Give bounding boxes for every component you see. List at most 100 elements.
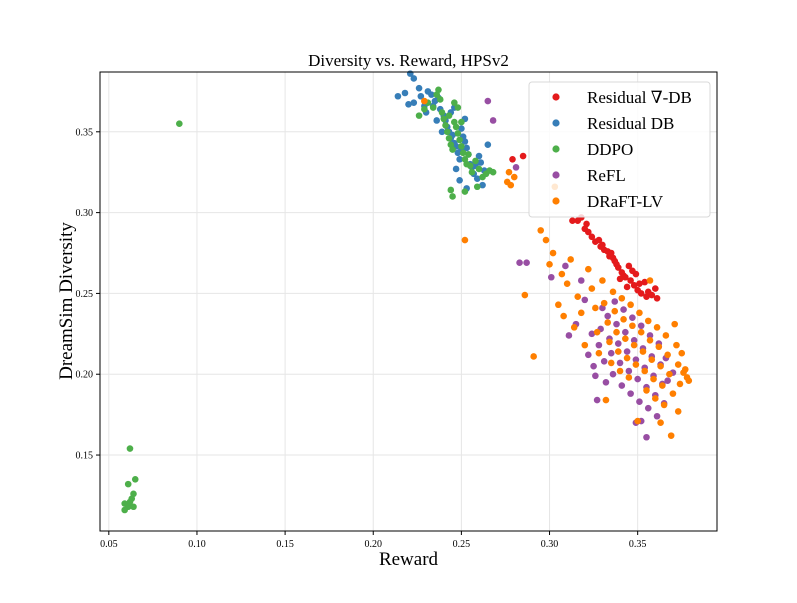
legend-marker xyxy=(552,93,560,101)
data-point xyxy=(421,97,428,105)
data-point xyxy=(637,290,645,297)
series-0 xyxy=(509,152,661,302)
data-point xyxy=(602,396,610,404)
legend-label: Residual DB xyxy=(587,114,674,133)
data-point xyxy=(516,259,523,267)
data-point xyxy=(461,236,469,244)
data-point xyxy=(440,115,448,123)
data-point xyxy=(606,338,613,346)
data-point xyxy=(652,395,659,402)
data-point xyxy=(447,186,455,194)
data-point xyxy=(452,165,460,173)
data-point xyxy=(505,168,513,176)
data-point xyxy=(622,273,629,281)
data-point xyxy=(604,312,612,320)
data-point xyxy=(461,188,469,195)
data-point xyxy=(609,254,617,262)
data-point xyxy=(595,349,603,357)
data-point xyxy=(558,270,566,278)
data-point xyxy=(569,217,576,224)
data-point xyxy=(546,261,553,268)
data-point xyxy=(445,112,453,119)
data-point xyxy=(636,398,643,406)
data-point xyxy=(126,445,134,452)
data-point xyxy=(436,96,444,103)
data-point xyxy=(613,320,620,328)
data-point xyxy=(666,370,673,378)
data-point xyxy=(629,322,636,330)
data-point xyxy=(567,256,574,263)
data-point xyxy=(442,122,449,129)
data-point xyxy=(583,220,590,228)
data-point xyxy=(530,353,537,360)
data-point xyxy=(611,307,619,315)
data-point xyxy=(593,328,601,336)
data-point xyxy=(637,322,645,330)
data-point xyxy=(659,382,666,389)
data-point xyxy=(466,162,474,170)
data-point xyxy=(592,372,599,380)
data-point xyxy=(646,332,654,339)
data-point xyxy=(563,280,571,288)
data-point xyxy=(577,277,585,284)
data-point xyxy=(614,348,622,355)
data-point xyxy=(449,193,456,200)
legend-marker xyxy=(552,197,560,205)
data-point xyxy=(613,328,620,336)
data-point xyxy=(632,356,640,363)
data-point xyxy=(592,304,599,312)
data-point xyxy=(634,417,641,425)
data-point xyxy=(588,233,596,241)
data-point xyxy=(657,419,664,427)
data-point xyxy=(648,356,656,363)
data-point xyxy=(590,362,597,370)
data-point xyxy=(625,367,633,375)
data-point xyxy=(484,97,492,105)
data-point xyxy=(599,277,606,284)
data-point xyxy=(484,141,492,149)
data-point xyxy=(562,262,569,270)
data-point xyxy=(456,136,463,144)
data-point xyxy=(609,370,617,378)
chart-title: Diversity vs. Reward, HPSv2 xyxy=(308,51,509,70)
data-point xyxy=(124,480,132,488)
data-point xyxy=(443,128,451,136)
data-point xyxy=(512,164,520,171)
data-point xyxy=(456,155,463,163)
data-point xyxy=(410,75,418,82)
data-point xyxy=(489,117,497,124)
data-point xyxy=(438,109,446,116)
data-point xyxy=(176,120,183,128)
data-point xyxy=(547,273,555,281)
data-point xyxy=(570,324,578,331)
data-point xyxy=(629,314,636,321)
x-tick-label: 0.15 xyxy=(276,539,294,550)
series-2 xyxy=(121,86,497,514)
data-point xyxy=(405,101,412,108)
data-point xyxy=(643,387,650,394)
data-point xyxy=(639,348,647,355)
data-point xyxy=(630,341,638,349)
data-point xyxy=(581,341,589,349)
data-point xyxy=(509,155,516,163)
data-point xyxy=(588,285,596,292)
data-point xyxy=(574,293,582,300)
data-point xyxy=(616,275,624,283)
data-point xyxy=(620,306,627,313)
data-point xyxy=(454,104,462,111)
data-point xyxy=(648,291,656,299)
data-point xyxy=(458,125,465,132)
data-point xyxy=(669,390,677,397)
data-point xyxy=(630,336,638,344)
data-point xyxy=(121,506,128,514)
data-point xyxy=(607,359,615,367)
data-point xyxy=(614,340,622,347)
y-axis-label: DreamSim Diversity xyxy=(56,222,77,380)
legend-items: Residual ∇-DB Residual DB DDPO ReFL DRaFT-LV xyxy=(552,88,692,211)
data-point xyxy=(565,332,573,339)
data-point xyxy=(630,282,638,289)
data-point xyxy=(674,361,682,368)
data-point xyxy=(461,138,469,145)
data-point xyxy=(479,181,486,189)
